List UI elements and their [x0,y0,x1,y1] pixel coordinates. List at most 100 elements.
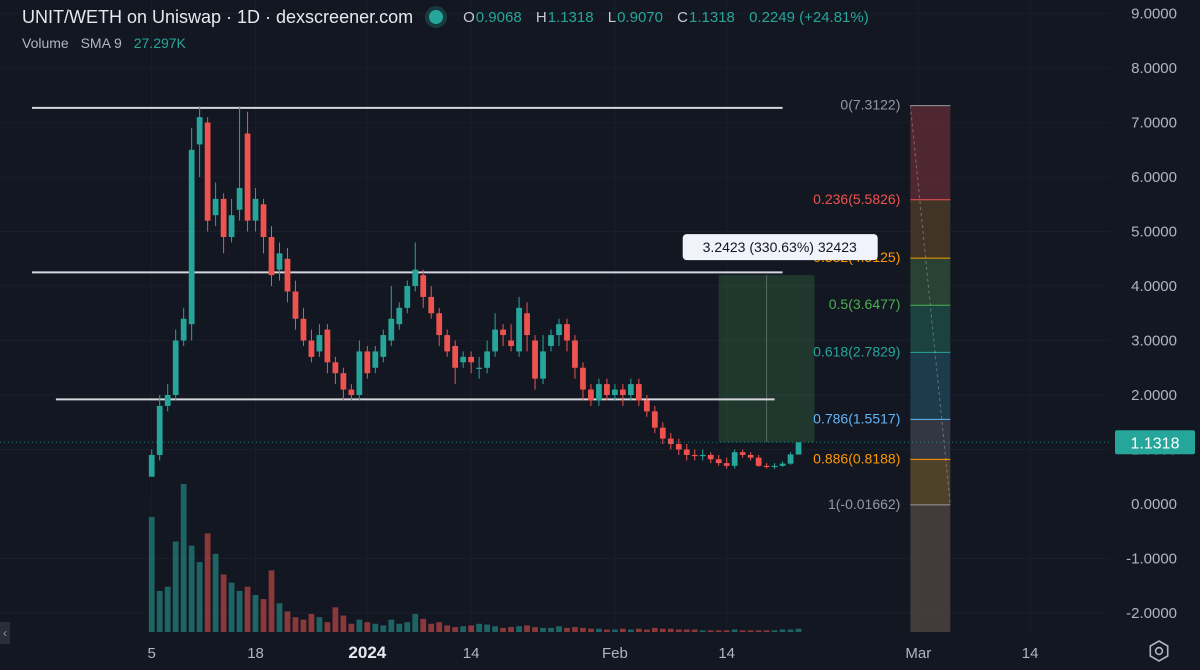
candle-body [691,454,698,457]
chevron-left-icon[interactable]: ‹ [0,622,10,644]
candle-body [316,335,323,352]
y-axis: 9.0000 8.0000 7.0000 6.0000 5.0000 4.0000 3.00… [1126,6,1177,622]
candle [723,457,730,469]
candle-body [148,454,155,477]
candle [180,307,187,346]
volume-bar [388,619,395,632]
candle [683,444,690,461]
candle-body [548,335,554,346]
candle-body [643,400,650,412]
candle-body [364,351,371,374]
candle-body [755,457,762,466]
candle [604,378,610,401]
volume-bar [795,628,802,632]
volume-bar [755,630,762,632]
volume-bar [524,625,530,632]
candle-body [763,465,770,468]
volume-bar [492,626,498,632]
volume-bar [739,630,746,632]
candle [580,362,586,401]
candle [444,329,451,357]
volume-bar [228,582,235,632]
volume-bar [747,630,754,632]
x-tick-label: 14 [718,645,735,662]
candle-body [516,307,522,352]
candle [316,324,323,357]
position-label-text: 3.2423 (330.63%) 32423 [703,239,857,255]
volume-bar [540,627,546,632]
candle-body [340,373,347,390]
x-tick-label: Mar [905,645,931,662]
change-value: 0.2249 (+24.81%) [749,8,869,26]
candle [468,351,475,374]
candle-body [396,307,403,325]
candle [276,242,283,281]
volume-bar [779,629,786,632]
candle-body [787,454,794,464]
volume-bar [396,623,403,632]
candle [699,449,706,461]
candle [667,433,674,450]
candle-body [276,253,283,270]
y-tick-label: 6.0000 [1131,169,1177,186]
volume-bar [508,627,514,632]
volume-bar [164,586,171,632]
candle-body [612,389,618,395]
volume-legend[interactable]: Volume SMA 9 27.297K [22,35,186,51]
volume-bar [404,622,411,632]
volume-bar [588,628,594,632]
fib-zone [910,305,951,353]
candle-body [675,444,682,450]
candle [452,340,459,385]
volume-bar [604,629,610,632]
close-value: 1.1318 [689,8,735,26]
candle [420,269,427,308]
candle-body [460,356,467,363]
candle-body [348,389,355,395]
candle-body [492,329,498,352]
candle-body [300,318,307,341]
candle [492,313,498,357]
volume-bar [324,622,331,632]
volume-bar [244,586,251,632]
candle-body [292,291,299,319]
candle-body [244,133,251,221]
volume-bar [627,629,634,632]
candle [731,449,738,469]
candle [508,324,514,352]
volume-bar [580,627,586,632]
volume-bar [436,622,443,632]
y-tick-label: -1.0000 [1126,550,1177,567]
volume-bar [476,623,483,632]
gear-icon[interactable] [1148,640,1170,662]
x-tick-label: 18 [247,645,264,662]
candle [388,286,395,346]
x-tick-label: 14 [1022,645,1039,662]
volume-bar [659,628,666,632]
volume-bar [564,627,570,632]
candle-body [236,187,243,210]
volume-bar [156,590,163,632]
horizontal-lines [31,106,783,401]
candle [787,452,794,465]
candle-body [380,335,387,357]
candle [620,384,626,406]
candle [364,345,371,379]
volume-bar [316,617,323,632]
candle-body [627,384,634,395]
candle [228,198,235,243]
candle [763,463,770,469]
volume-bar [683,629,690,632]
candle-body [620,389,626,395]
candle [635,378,642,406]
volume-bar [643,629,650,632]
candle [532,335,538,390]
candle [564,318,570,352]
candle-body [156,405,163,455]
symbol-title[interactable]: UNIT/WETH on Uniswap · 1D · dexscreener.… [22,6,414,27]
y-tick-label: 8.0000 [1131,60,1177,77]
volume-bar [268,570,275,632]
volume-bar [428,623,435,632]
candle [156,395,163,461]
